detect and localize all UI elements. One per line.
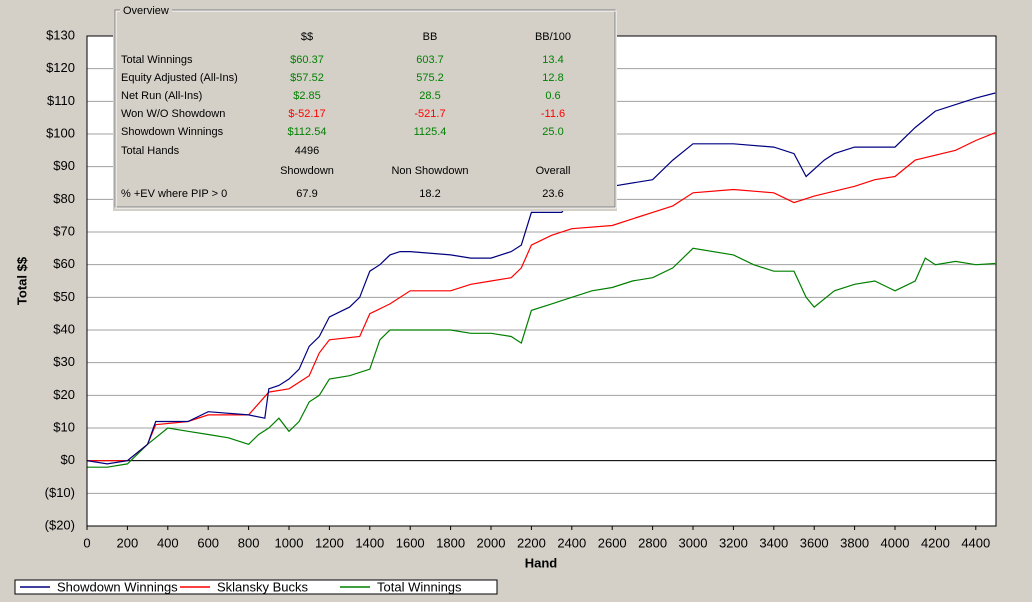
cell: 67.9: [296, 188, 317, 200]
column-header: BB: [423, 31, 438, 43]
x-tick-label: 1400: [355, 535, 384, 550]
column-header: Showdown: [280, 165, 334, 177]
cell: 4496: [295, 145, 319, 157]
legend-label: Showdown Winnings: [57, 579, 178, 594]
x-tick-label: 4400: [961, 535, 990, 550]
legend-label: Total Winnings: [377, 579, 462, 594]
cell: 23.6: [542, 188, 563, 200]
row-label: Total Winnings: [121, 54, 193, 66]
y-tick-label: $60: [53, 256, 75, 271]
cell: $-52.17: [288, 108, 325, 120]
cell: -11.6: [541, 108, 565, 120]
x-tick-label: 1800: [436, 535, 465, 550]
row-label: Net Run (All-Ins): [121, 90, 202, 102]
y-tick-label: $110: [47, 93, 75, 108]
column-header: Overall: [536, 165, 571, 177]
legend: [14, 579, 498, 595]
x-tick-label: 800: [238, 535, 260, 550]
x-tick-label: 0: [83, 535, 90, 550]
cell: $2.85: [293, 90, 321, 102]
cell: 28.5: [419, 90, 440, 102]
cell: $57.52: [290, 72, 324, 84]
overview-frame: [114, 9, 616, 208]
column-header: $$: [301, 31, 313, 43]
overview-frame-light: [115, 10, 617, 209]
x-tick-label: 2600: [598, 535, 627, 550]
series-line: [87, 247, 996, 468]
cell: 13.4: [542, 54, 563, 66]
x-tick-label: 4200: [921, 535, 950, 550]
series-line: [86, 92, 996, 465]
cell: 575.2: [416, 72, 444, 84]
y-tick-label: $20: [53, 387, 75, 402]
series-line: [87, 132, 996, 462]
x-tick-label: 3000: [679, 535, 708, 550]
y-tick-label: $100: [46, 125, 75, 140]
y-tick-label: $30: [53, 354, 75, 369]
x-tick-label: 1000: [275, 535, 304, 550]
y-axis-label: Total $$: [14, 256, 29, 305]
column-header: Non Showdown: [391, 165, 468, 177]
x-axis-label: Hand: [525, 555, 558, 570]
x-tick-label: 3200: [719, 535, 748, 550]
column-header: BB/100: [535, 31, 571, 43]
y-tick-label: ($10): [45, 485, 75, 500]
y-tick-label: $80: [53, 191, 75, 206]
y-tick-label: $130: [46, 27, 75, 42]
x-tick-label: 2800: [638, 535, 667, 550]
y-tick-label: $0: [61, 452, 75, 467]
y-tick-label: $90: [53, 158, 75, 173]
row-label: Equity Adjusted (All-Ins): [121, 72, 238, 84]
x-tick-label: 1200: [315, 535, 344, 550]
cell: $112.54: [288, 126, 327, 138]
y-tick-label: $40: [53, 321, 75, 336]
legend-label: Sklansky Bucks: [217, 579, 309, 594]
row-label: % +EV where PIP > 0: [121, 188, 227, 200]
x-tick-label: 3400: [759, 535, 788, 550]
cell: 12.8: [542, 72, 563, 84]
overview-panel: [113, 3, 617, 211]
x-tick-label: 4000: [881, 535, 910, 550]
cell: 1125.4: [414, 126, 447, 138]
overview-title: Overview: [123, 5, 169, 17]
row-label: Showdown Winnings: [121, 126, 224, 138]
cell: 25.0: [542, 126, 563, 138]
x-tick-label: 3600: [800, 535, 829, 550]
y-tick-label: $70: [53, 223, 75, 238]
cell: 0.6: [545, 90, 560, 102]
x-tick-label: 600: [197, 535, 219, 550]
x-tick-label: 3800: [840, 535, 869, 550]
x-tick-label: 200: [117, 535, 139, 550]
cell: -521.7: [414, 108, 445, 120]
row-label: Won W/O Showdown: [121, 108, 225, 120]
cell: 18.2: [419, 188, 440, 200]
x-tick-label: 2200: [517, 535, 546, 550]
y-tick-label: $120: [46, 60, 75, 75]
overview-title-bg: [120, 3, 172, 17]
y-tick-label: $10: [53, 419, 75, 434]
x-tick-label: 2400: [557, 535, 586, 550]
overview-table: $$ BB BB/100 Total Winnings $60.37 603.7 13.4 E…: [121, 31, 571, 200]
x-tick-label: 1600: [396, 535, 425, 550]
x-tick-label: 2000: [477, 535, 506, 550]
x-tick-label: 400: [157, 535, 179, 550]
row-label: Total Hands: [121, 145, 180, 157]
cell: 603.7: [416, 54, 444, 66]
lines: [86, 92, 996, 468]
y-tick-label: ($20): [45, 517, 75, 532]
cell: $60.37: [290, 54, 324, 66]
y-tick-label: $50: [53, 289, 75, 304]
legend-entries: Showdown Winnings Sklansky Bucks Total Win…: [20, 579, 462, 594]
